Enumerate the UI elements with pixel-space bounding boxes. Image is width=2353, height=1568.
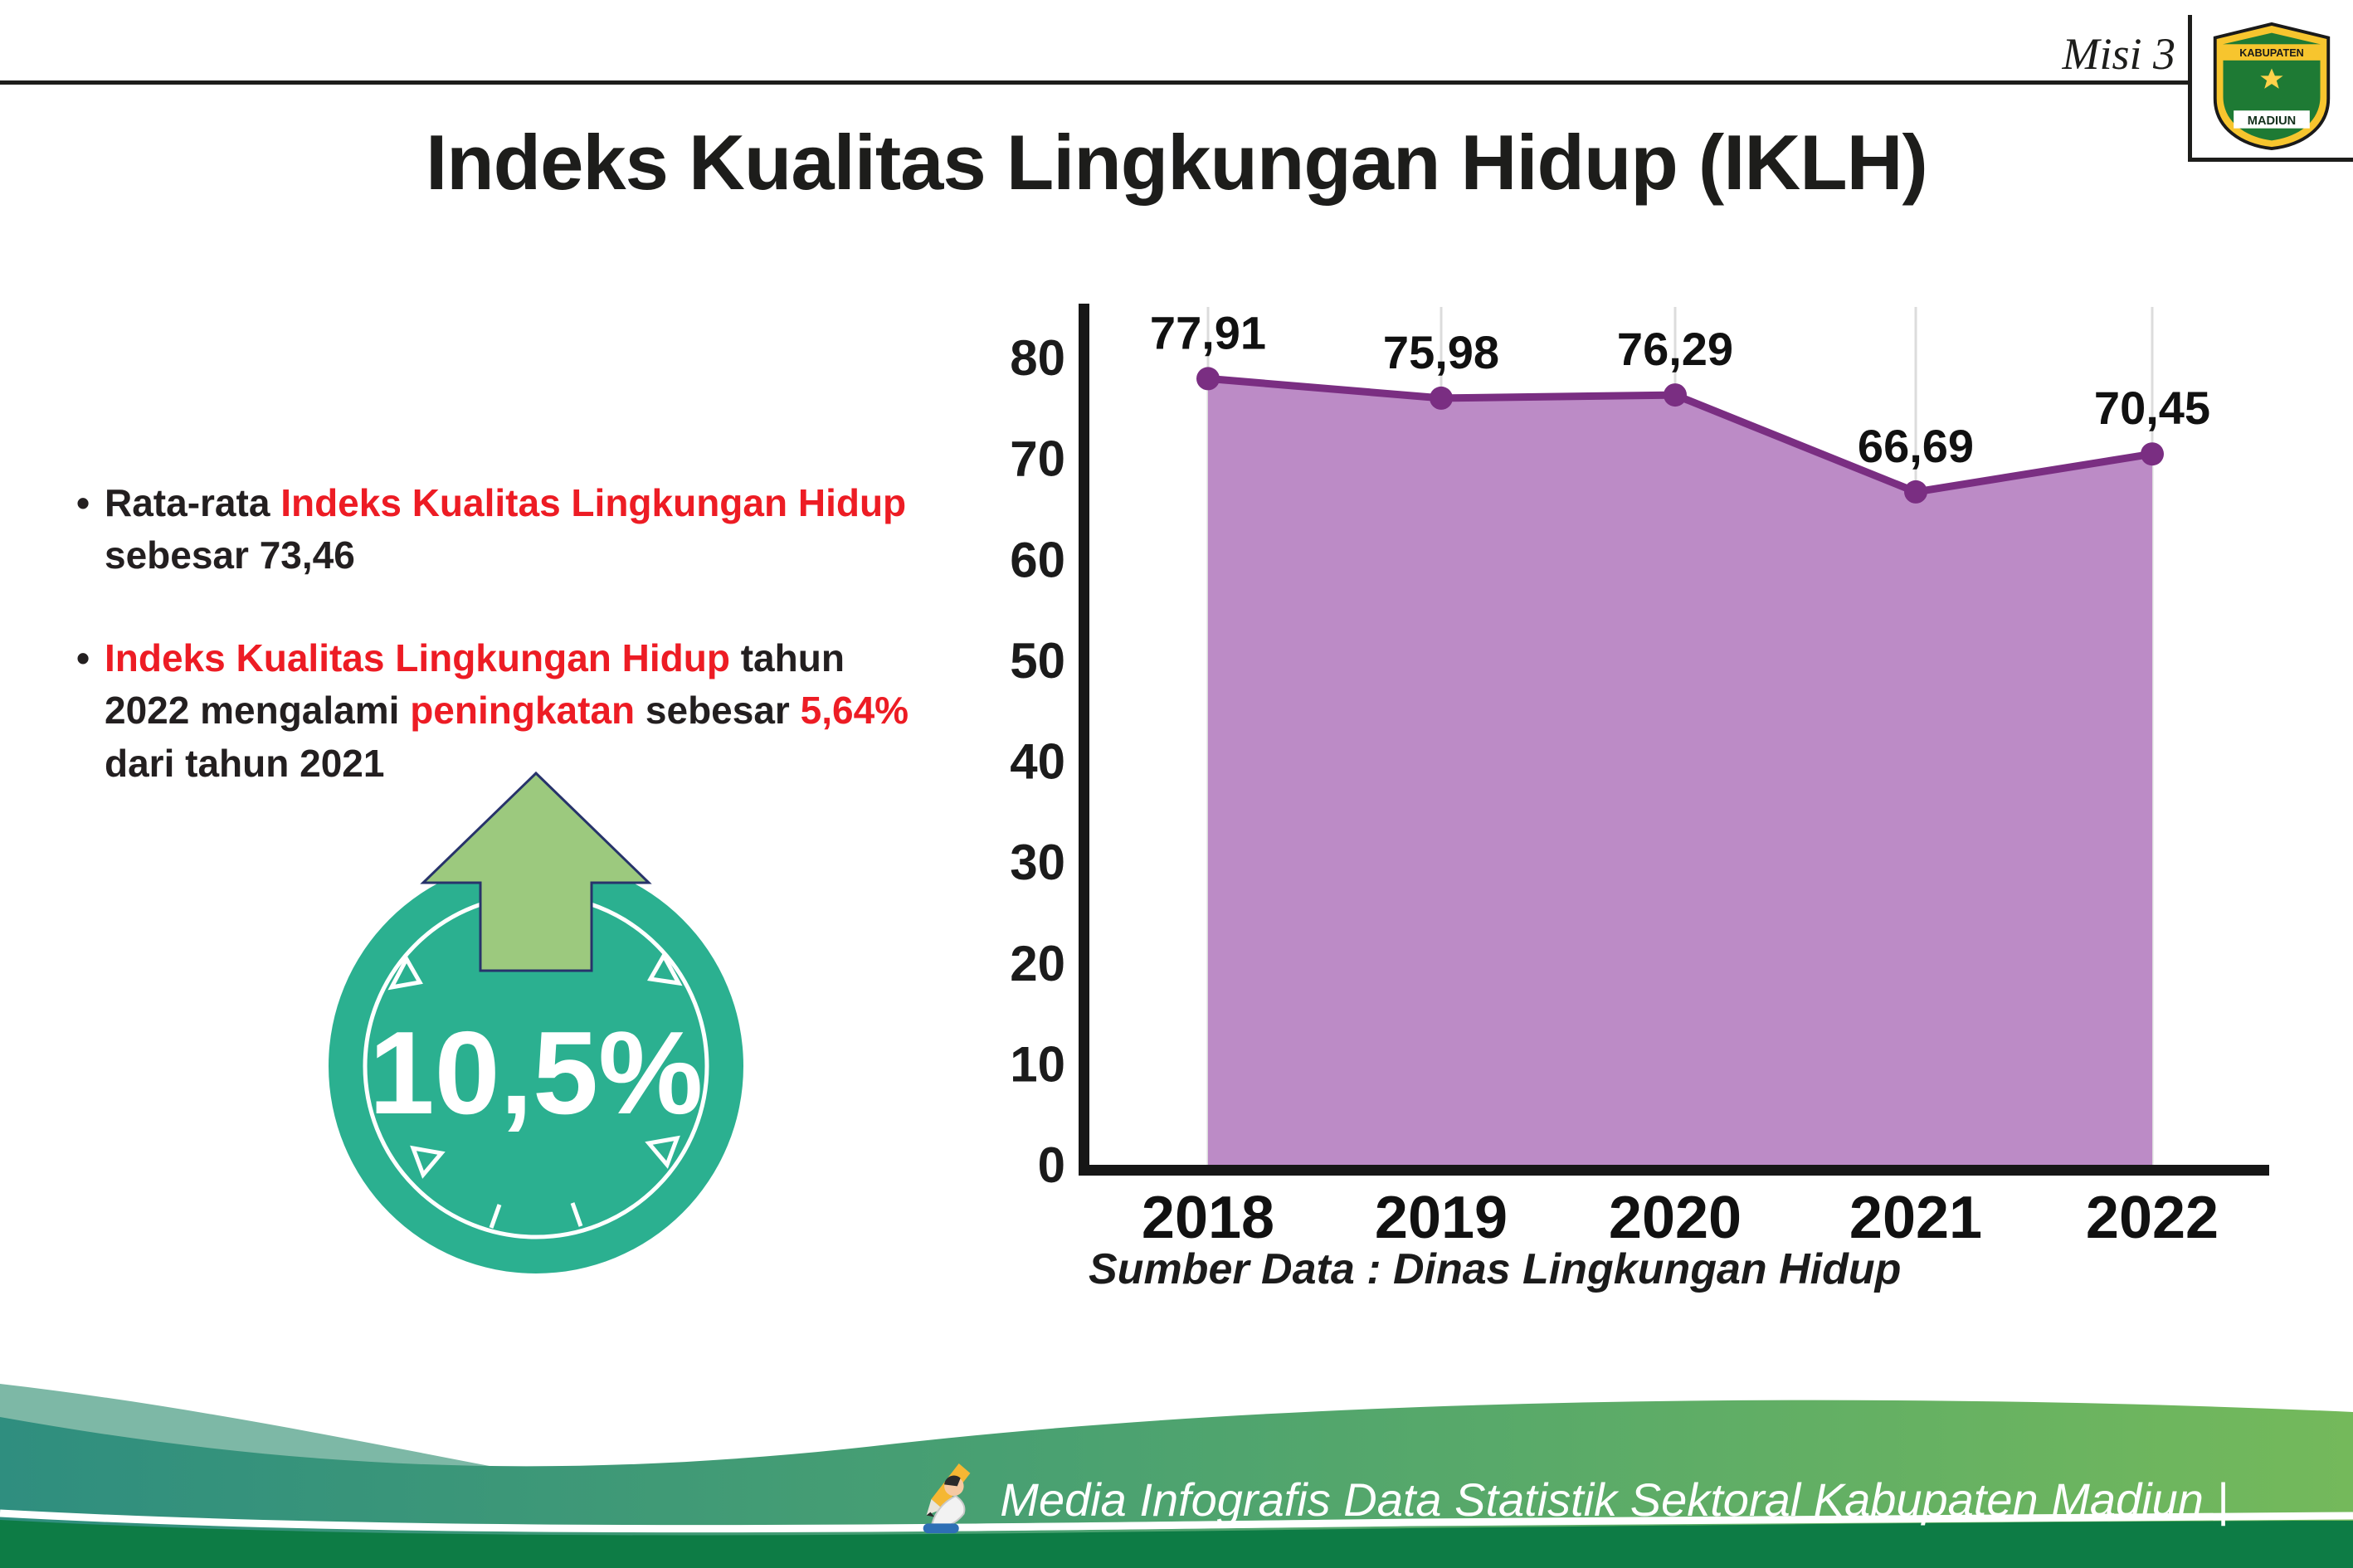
logo-frame-vertical <box>2188 15 2192 159</box>
x-axis <box>1079 1165 2269 1176</box>
y-axis <box>1079 304 1089 1176</box>
source-note: Sumber Data : Dinas Lingkungan Hidup <box>1089 1245 1902 1293</box>
y-tick-label: 70 <box>1010 431 1065 487</box>
header-rule <box>0 80 2188 85</box>
bullet-item: • Rata-rata Indeks Kualitas Lingkungan Hi… <box>76 477 931 582</box>
bullet-text: Rata-rata Indeks Kualitas Lingkungan Hid… <box>105 481 907 577</box>
badge-decorations <box>387 951 683 1229</box>
data-label: 77,91 <box>1150 306 1266 358</box>
iklh-chart: 77,91 75,98 76,29 66,69 70,45 0 10 20 30 40 50 60 70… <box>1010 304 2269 1251</box>
y-tick-label: 30 <box>1010 835 1065 890</box>
bullet-dot: • <box>76 635 90 679</box>
x-tick-label: 2018 <box>1142 1185 1274 1251</box>
bullet-text: Indeks Kualitas Lingkungan Hidup tahun 2… <box>105 635 909 785</box>
data-point <box>1904 480 1927 504</box>
data-point <box>1430 386 1453 410</box>
crest-star-icon <box>2260 68 2283 89</box>
bullet-list: • Rata-rata Indeks Kualitas Lingkungan Hi… <box>76 477 931 840</box>
data-label: 66,69 <box>1858 420 1974 472</box>
y-tick-label: 40 <box>1010 734 1065 790</box>
up-arrow-icon <box>420 771 652 972</box>
crest-band <box>2223 44 2321 61</box>
crest-bottom-text: MADIUN <box>2248 114 2296 128</box>
badge-value: 10,5% <box>369 1007 704 1139</box>
footer-waves <box>0 1384 2353 1568</box>
y-tick-label: 20 <box>1010 936 1065 991</box>
bullet-dot: • <box>76 481 90 524</box>
x-tick-label: 2019 <box>1375 1185 1508 1251</box>
increase-badge: 10,5% <box>329 771 743 1273</box>
data-point <box>2141 442 2164 466</box>
x-tick-label: 2021 <box>1849 1185 1982 1251</box>
data-point <box>1196 367 1220 391</box>
writer-mascot-icon <box>923 1463 971 1534</box>
wave-dark <box>0 1520 2353 1568</box>
y-tick-label: 0 <box>1038 1137 1065 1193</box>
data-label: 75,98 <box>1383 326 1499 378</box>
y-tick-label: 10 <box>1010 1036 1065 1092</box>
x-tick-label: 2022 <box>2086 1185 2219 1251</box>
page-title: Indeks Kualitas Lingkungan Hidup (IKLH) <box>426 119 1928 206</box>
y-tick-label: 80 <box>1010 330 1065 386</box>
crest-banner <box>2234 110 2310 129</box>
logo-frame-horizontal <box>2188 158 2353 162</box>
crest-top-text: KABUPATEN <box>2239 47 2304 59</box>
footer-text: Media Infografis Data Statistik Sektoral… <box>1000 1473 2229 1526</box>
badge-circle <box>329 859 743 1273</box>
bullet-item: • Indeks Kualitas Lingkungan Hidup tahun … <box>76 632 931 790</box>
footer-credit: Media Infografis Data Statistik Sektoral… <box>912 1458 2229 1540</box>
y-tick-label: 60 <box>1010 532 1065 587</box>
misi-label: Misi 3 <box>2062 29 2175 79</box>
data-point <box>1664 383 1687 407</box>
data-label: 76,29 <box>1617 323 1733 375</box>
wave-separator <box>0 1509 2353 1533</box>
area-fill <box>1208 378 2152 1165</box>
data-label: 70,45 <box>2094 382 2210 434</box>
kabupaten-madiun-logo-icon: KABUPATEN MADIUN <box>2213 22 2331 151</box>
y-tick-label: 50 <box>1010 633 1065 689</box>
x-tick-label: 2020 <box>1609 1185 1742 1251</box>
